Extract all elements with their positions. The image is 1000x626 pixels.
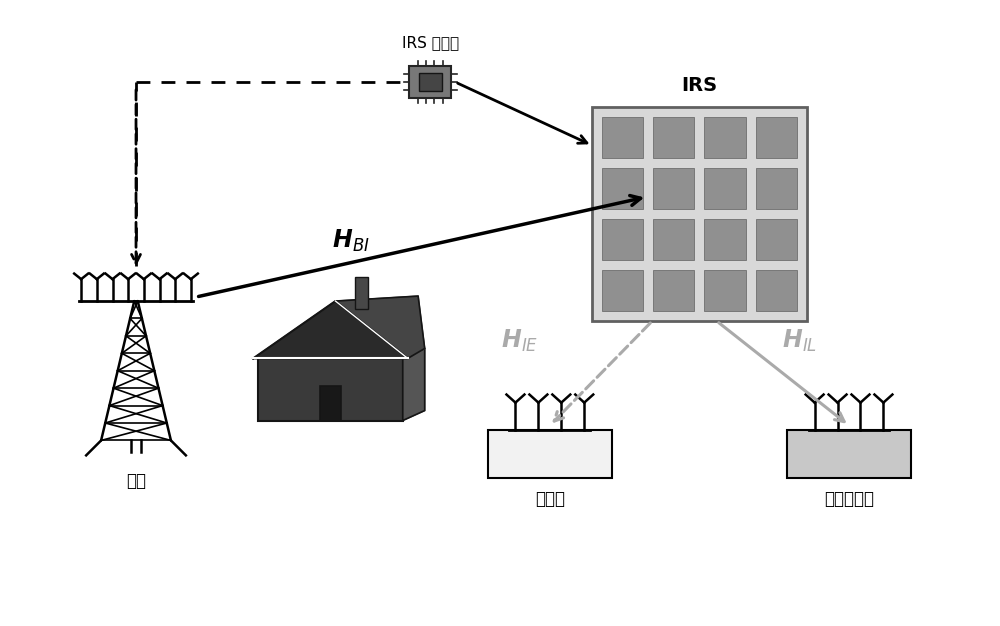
Bar: [653, 168, 694, 209]
Bar: [704, 270, 746, 311]
Bar: [756, 270, 797, 311]
Bar: [756, 219, 797, 260]
Bar: [355, 277, 368, 309]
Bar: [602, 168, 643, 209]
Polygon shape: [403, 349, 425, 421]
Bar: [653, 270, 694, 311]
Bar: [602, 117, 643, 158]
Bar: [258, 359, 403, 421]
Bar: [320, 386, 341, 421]
Bar: [592, 107, 807, 321]
Text: IRS: IRS: [681, 76, 718, 95]
Text: 合法接收者: 合法接收者: [824, 490, 874, 508]
Bar: [704, 168, 746, 209]
Bar: [704, 117, 746, 158]
Bar: [602, 270, 643, 311]
Bar: [653, 219, 694, 260]
Text: $\boldsymbol{H}_{IE}$: $\boldsymbol{H}_{IE}$: [501, 328, 539, 354]
Bar: [602, 219, 643, 260]
Bar: [756, 117, 797, 158]
Bar: [409, 66, 451, 98]
Text: $\boldsymbol{H}_{IL}$: $\boldsymbol{H}_{IL}$: [782, 328, 817, 354]
Text: 基站: 基站: [126, 472, 146, 490]
Bar: [419, 73, 442, 91]
Bar: [488, 431, 612, 478]
Text: $\boldsymbol{H}_{BI}$: $\boldsymbol{H}_{BI}$: [332, 228, 369, 254]
Polygon shape: [253, 301, 408, 359]
Bar: [756, 168, 797, 209]
Text: IRS 控制器: IRS 控制器: [402, 35, 459, 50]
Bar: [653, 117, 694, 158]
Polygon shape: [335, 296, 425, 359]
Text: 窃听者: 窃听者: [535, 490, 565, 508]
Bar: [704, 219, 746, 260]
Bar: [787, 431, 911, 478]
